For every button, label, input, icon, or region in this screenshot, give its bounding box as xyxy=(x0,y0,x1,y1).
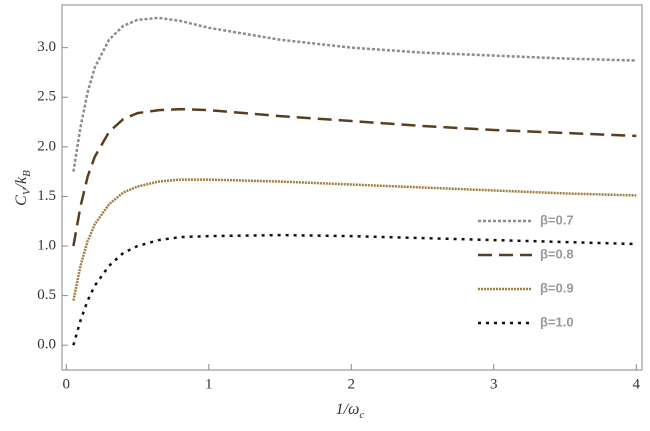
x-tick-label: 3 xyxy=(490,376,498,392)
y-axis-label: CV/kB xyxy=(13,170,33,206)
y-tick-label: 1.5 xyxy=(37,188,56,204)
y-tick-label: 1.0 xyxy=(37,237,56,253)
legend-label: β=1.0 xyxy=(540,314,574,329)
y-axis-label-part: B xyxy=(21,170,33,177)
y-tick-label: 2.5 xyxy=(37,89,56,105)
y-tick-label: 0.5 xyxy=(37,287,56,303)
plot-frame xyxy=(61,4,643,371)
y-axis-label-part: V xyxy=(21,187,33,195)
y-axis-label-part: C xyxy=(13,195,30,206)
legend-label: β=0.7 xyxy=(540,212,574,227)
x-axis-label-part: c xyxy=(359,409,364,421)
data-line xyxy=(72,16,637,172)
y-tick-label: 3.0 xyxy=(37,39,56,55)
x-tick-label: 0 xyxy=(63,376,71,392)
x-axis-label: 1/ωc xyxy=(336,401,365,421)
x-axis-label-part: 1/ω xyxy=(336,401,360,418)
x-tick-label: 4 xyxy=(633,376,641,392)
x-tick-label: 2 xyxy=(348,376,356,392)
legend-label: β=0.8 xyxy=(540,246,574,261)
y-tick-label: 0.0 xyxy=(37,337,56,353)
y-tick-label: 2.0 xyxy=(37,138,56,154)
x-tick-label: 1 xyxy=(205,376,213,392)
y-axis-label-part: /k xyxy=(13,176,30,189)
legend-label: β=0.9 xyxy=(540,280,574,295)
data-line xyxy=(72,178,637,301)
